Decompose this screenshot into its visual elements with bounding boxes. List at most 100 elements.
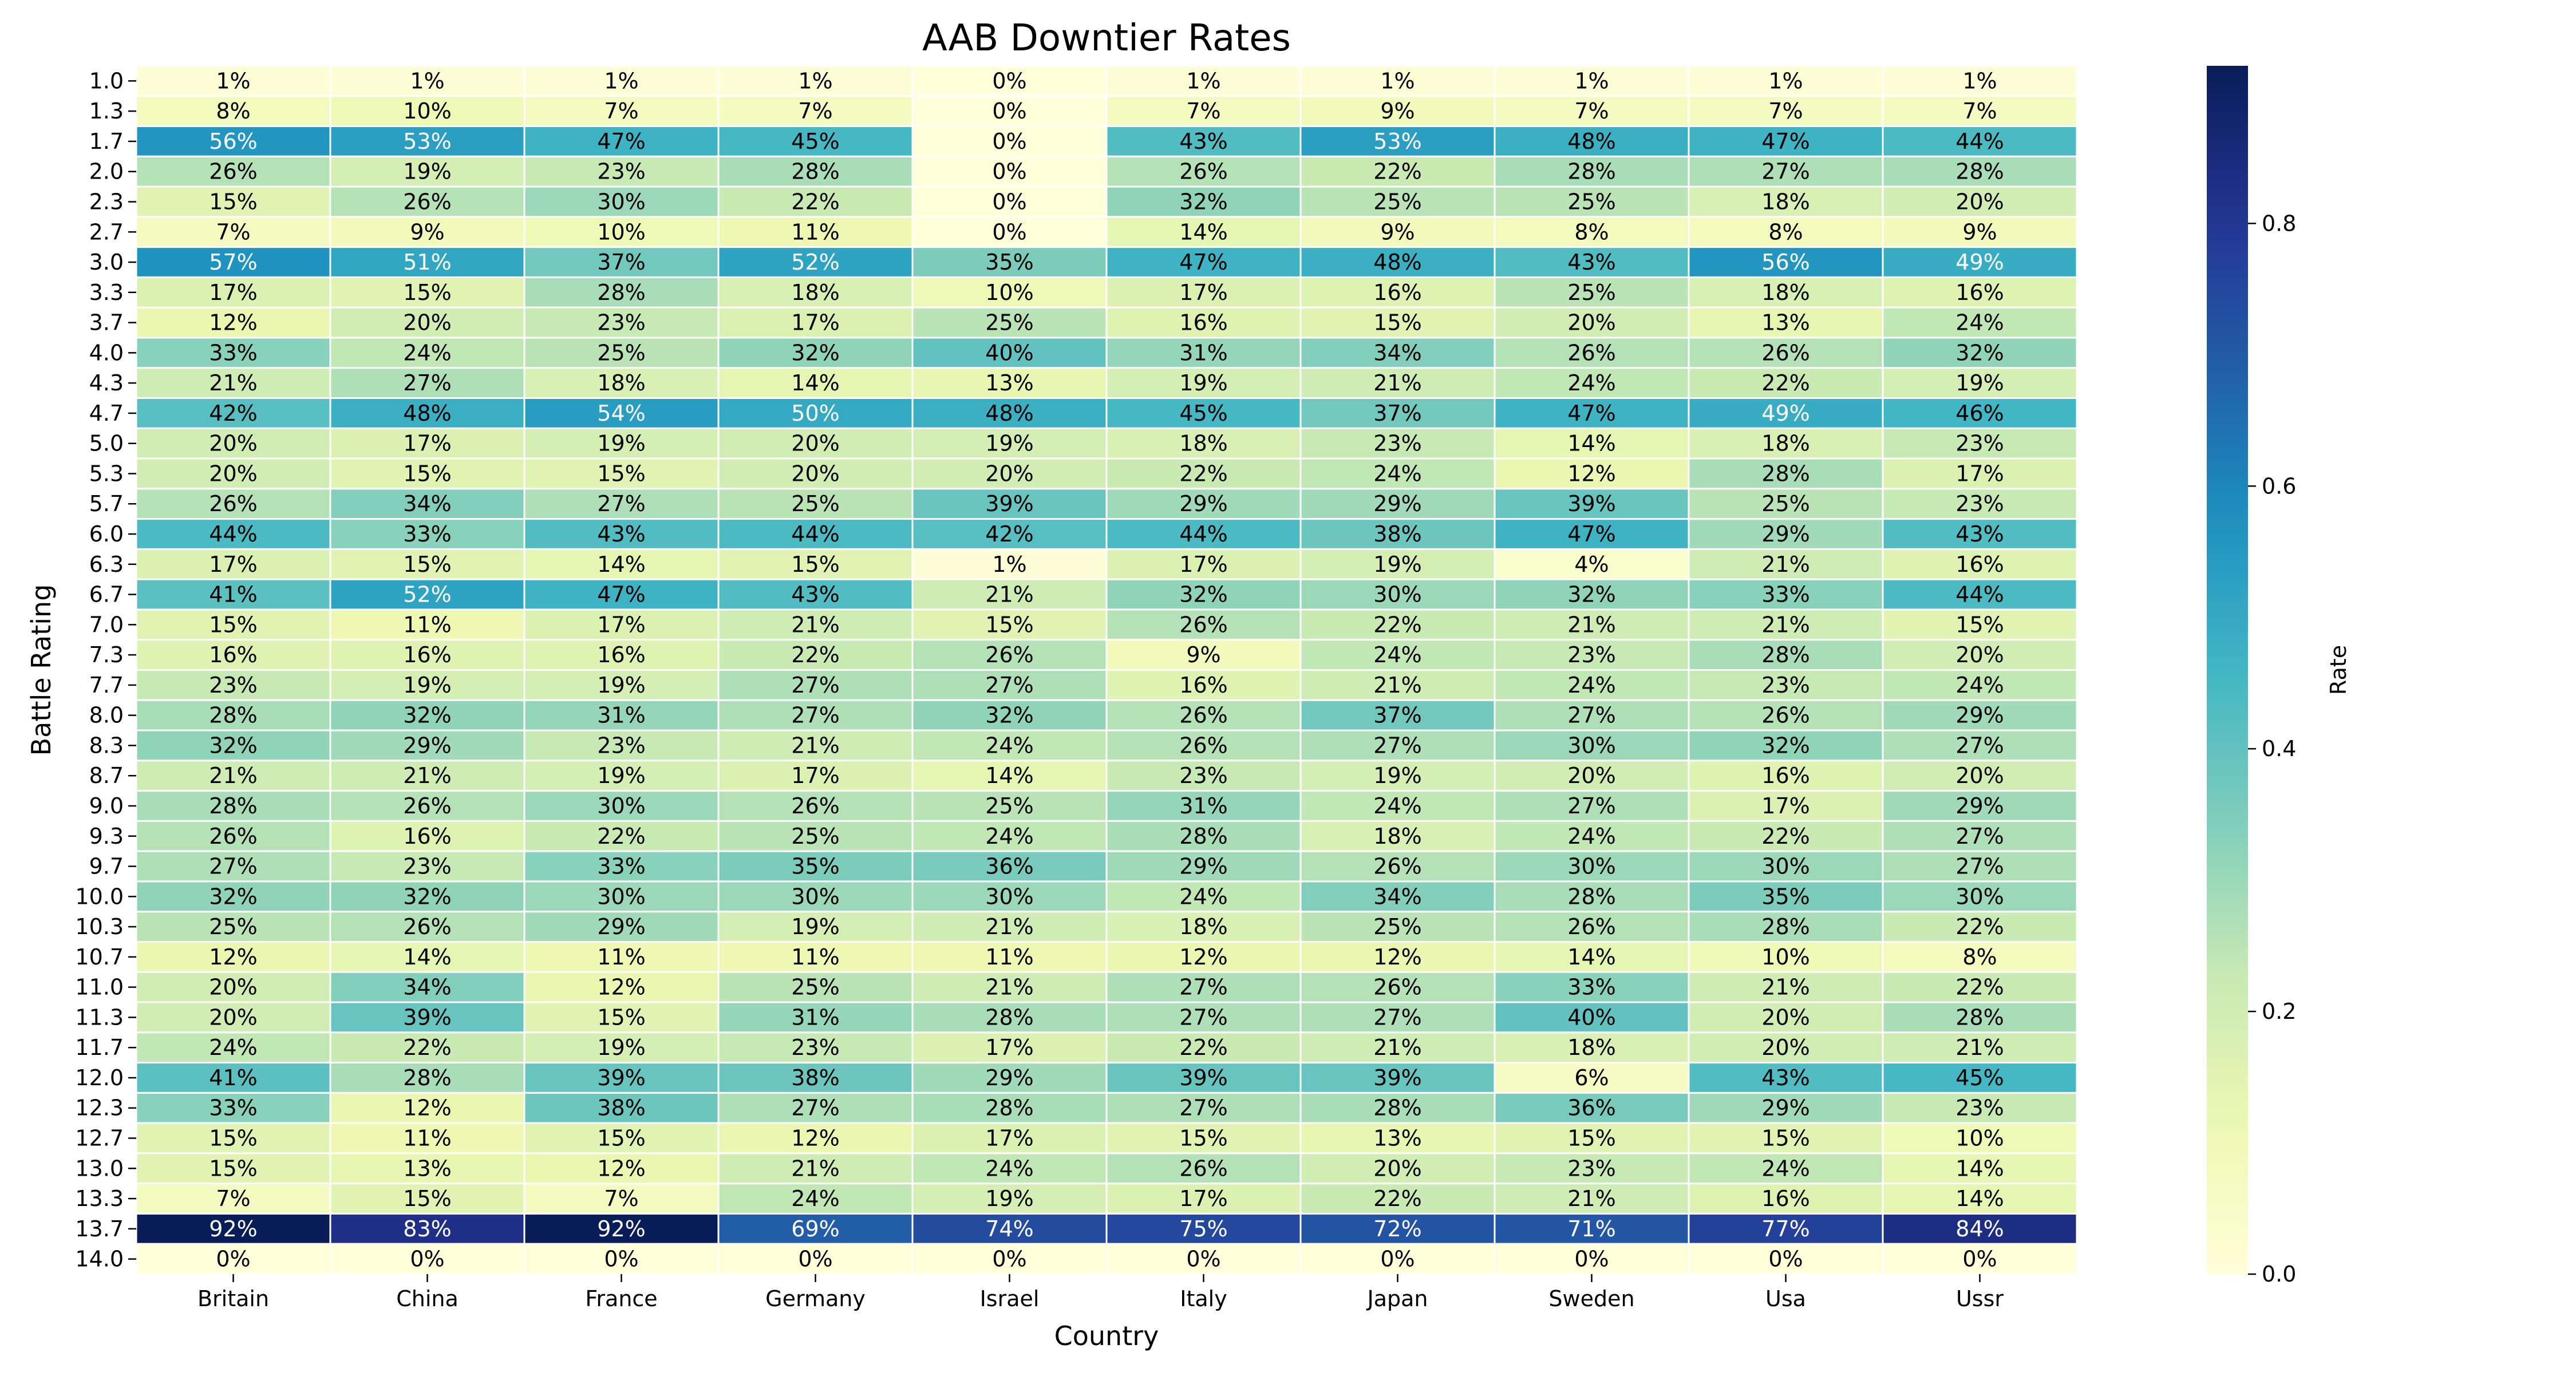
cell-value-label: 23% bbox=[403, 854, 451, 879]
cell-value-label: 27% bbox=[1179, 1005, 1227, 1030]
heatmap-cell bbox=[523, 578, 720, 611]
heatmap-cell bbox=[523, 1062, 720, 1094]
cell-value-label: 28% bbox=[403, 1065, 451, 1090]
cell-value-label: 12% bbox=[209, 944, 257, 970]
cell-value-label: 11% bbox=[791, 944, 839, 970]
heatmap-cell bbox=[523, 367, 720, 400]
cell-value-label: 0% bbox=[1380, 1247, 1415, 1272]
y-tick-label: 2.0 bbox=[89, 159, 124, 184]
cell-value-label: 18% bbox=[1761, 280, 1809, 305]
heatmap-cell bbox=[1494, 276, 1690, 309]
cell-value-label: 71% bbox=[1567, 1216, 1615, 1241]
heatmap-cell bbox=[135, 155, 331, 188]
cell-value-label: 27% bbox=[1567, 703, 1615, 728]
heatmap-cell bbox=[911, 276, 1108, 309]
cell-value-label: 7% bbox=[216, 219, 250, 244]
heatmap-cell bbox=[911, 639, 1108, 671]
cell-value-label: 77% bbox=[1761, 1216, 1809, 1241]
cell-value-label: 29% bbox=[1179, 491, 1227, 516]
heatmap-cell bbox=[1105, 729, 1302, 762]
cell-value-label: 17% bbox=[1955, 461, 2004, 486]
cell-value-label: 26% bbox=[209, 491, 257, 516]
cell-value-label: 31% bbox=[1179, 793, 1227, 819]
cell-value-label: 19% bbox=[597, 431, 645, 456]
cell-value-label: 32% bbox=[403, 703, 451, 728]
cell-value-label: 38% bbox=[1373, 521, 1421, 547]
cell-value-label: 20% bbox=[985, 461, 1033, 486]
cell-value-label: 56% bbox=[209, 129, 257, 154]
heatmap-cell bbox=[135, 639, 331, 671]
x-tick-label: Ussr bbox=[1956, 1286, 2004, 1311]
cell-value-label: 44% bbox=[1955, 582, 2004, 607]
heatmap-cell bbox=[329, 276, 526, 309]
cell-value-label: 24% bbox=[985, 824, 1033, 849]
cell-value-label: 17% bbox=[985, 1035, 1033, 1060]
cell-value-label: 19% bbox=[1373, 763, 1421, 788]
cell-value-label: 22% bbox=[791, 642, 839, 667]
cell-value-label: 28% bbox=[1179, 824, 1227, 849]
y-tick-label: 4.0 bbox=[89, 340, 124, 365]
heatmap-cell bbox=[329, 457, 526, 490]
cell-value-label: 14% bbox=[791, 370, 839, 396]
heatmap-cell bbox=[1105, 337, 1302, 369]
heatmap-cell bbox=[911, 911, 1108, 943]
y-tick-label: 3.7 bbox=[89, 310, 124, 335]
cell-value-label: 23% bbox=[1373, 431, 1421, 456]
heatmap-cell bbox=[1882, 820, 2078, 852]
cell-value-label: 23% bbox=[597, 310, 645, 335]
cell-value-label: 26% bbox=[1373, 975, 1421, 1000]
cell-value-label: 0% bbox=[992, 219, 1026, 244]
heatmap-cell bbox=[911, 337, 1108, 369]
cell-value-label: 28% bbox=[985, 1005, 1033, 1030]
heatmap-cell bbox=[329, 1212, 526, 1245]
heatmap-cell bbox=[329, 1001, 526, 1034]
cell-value-label: 26% bbox=[1179, 1156, 1227, 1181]
heatmap-cell bbox=[329, 367, 526, 400]
cell-value-label: 0% bbox=[1768, 1247, 1803, 1272]
y-tick-label: 11.7 bbox=[75, 1035, 124, 1060]
heatmap-cell bbox=[1882, 790, 2078, 822]
heatmap-cell bbox=[1494, 1152, 1690, 1185]
cell-value-label: 9% bbox=[1186, 642, 1220, 667]
heatmap-cell bbox=[1688, 125, 1884, 157]
heatmap-cell bbox=[911, 850, 1108, 883]
heatmap-cell bbox=[1299, 1243, 1496, 1275]
cell-value-label: 12% bbox=[791, 1126, 839, 1151]
cell-value-label: 18% bbox=[1567, 1035, 1615, 1060]
heatmap-cell bbox=[1882, 337, 2078, 369]
heatmap-cell bbox=[1494, 427, 1690, 460]
cell-value-label: 20% bbox=[1955, 763, 2004, 788]
colorbar-label: Rate bbox=[2326, 645, 2351, 695]
y-tick-label: 12.7 bbox=[75, 1126, 124, 1151]
heatmap-cell bbox=[1688, 608, 1884, 641]
colorbar-tick-label: 0.6 bbox=[2262, 473, 2296, 499]
heatmap-cell bbox=[911, 971, 1108, 1003]
cell-value-label: 21% bbox=[209, 763, 257, 788]
cell-value-label: 26% bbox=[1761, 340, 1809, 365]
cell-value-label: 48% bbox=[403, 401, 451, 426]
cell-value-label: 24% bbox=[1179, 884, 1227, 909]
cell-value-label: 15% bbox=[1373, 310, 1421, 335]
heatmap-cell bbox=[1105, 246, 1302, 278]
cell-value-label: 26% bbox=[985, 642, 1033, 667]
cell-value-label: 19% bbox=[1179, 370, 1227, 396]
heatmap-cell bbox=[329, 65, 526, 97]
cell-value-label: 0% bbox=[1186, 1247, 1220, 1272]
heatmap-cell bbox=[717, 95, 914, 128]
heatmap-cells: 1% 1% 1% 1% 0% 1% 1% 1% 1% 1% 8% 10% 7% 7% 0% 7% 9% 7% 7% 7… bbox=[135, 65, 2078, 1275]
cell-value-label: 36% bbox=[985, 854, 1033, 879]
cell-value-label: 19% bbox=[597, 763, 645, 788]
cell-value-label: 20% bbox=[209, 461, 257, 486]
cell-value-label: 22% bbox=[1373, 159, 1421, 184]
cell-value-label: 15% bbox=[1567, 1126, 1615, 1151]
cell-value-label: 21% bbox=[1955, 1035, 2004, 1060]
heatmap-cell bbox=[1688, 246, 1884, 278]
cell-value-label: 47% bbox=[1179, 250, 1227, 275]
cell-value-label: 32% bbox=[1761, 733, 1809, 758]
cell-value-label: 22% bbox=[403, 1035, 451, 1060]
cell-value-label: 17% bbox=[791, 310, 839, 335]
cell-value-label: 48% bbox=[1373, 250, 1421, 275]
heatmap-cell bbox=[717, 911, 914, 943]
heatmap-cell bbox=[523, 276, 720, 309]
heatmap-cell bbox=[523, 1152, 720, 1185]
